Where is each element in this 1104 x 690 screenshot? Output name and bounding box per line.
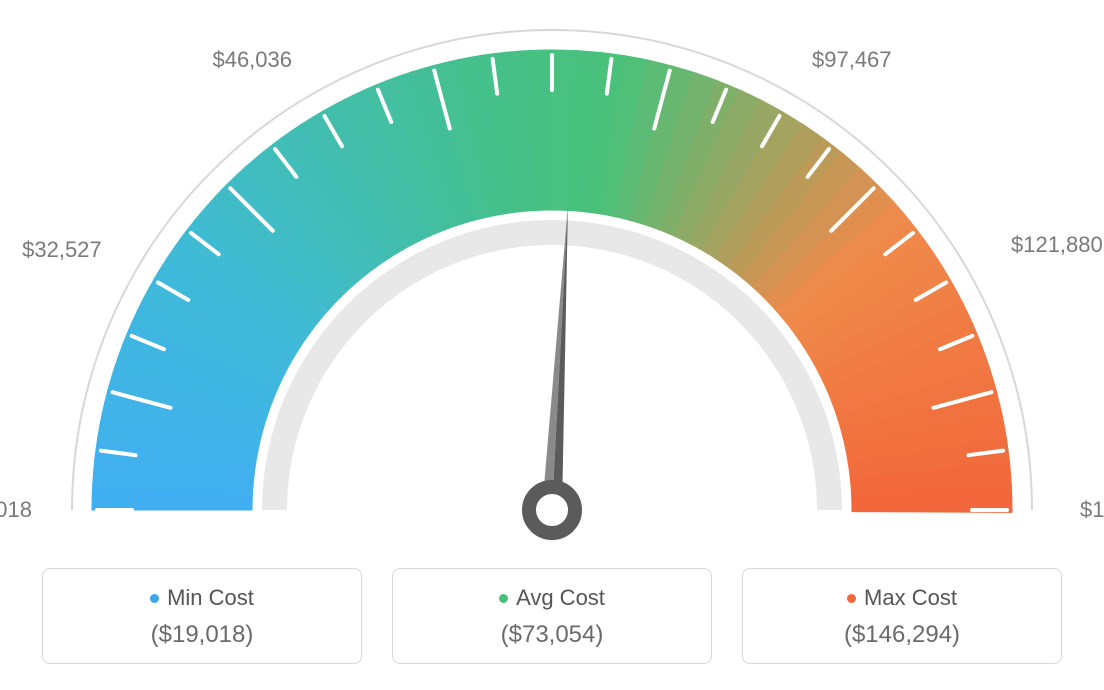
legend-title-min: Min Cost bbox=[167, 585, 254, 611]
gauge-scale-label: $32,527 bbox=[22, 237, 102, 263]
legend-card-avg: Avg Cost ($73,054) bbox=[392, 568, 712, 664]
gauge-scale-label: $146,294 bbox=[1080, 497, 1104, 523]
legend-card-max: Max Cost ($146,294) bbox=[742, 568, 1062, 664]
legend-value-min: ($19,018) bbox=[53, 621, 351, 649]
gauge-scale-label: $46,036 bbox=[212, 47, 292, 73]
gauge-svg bbox=[0, 0, 1104, 560]
legend-row: Min Cost ($19,018) Avg Cost ($73,054) Ma… bbox=[0, 568, 1104, 664]
legend-title-max: Max Cost bbox=[864, 585, 957, 611]
legend-dot-max bbox=[847, 594, 856, 603]
gauge-area: $19,018$32,527$46,036$73,054$97,467$121,… bbox=[0, 0, 1104, 560]
gauge-scale-label: $97,467 bbox=[812, 47, 892, 73]
legend-title-avg: Avg Cost bbox=[516, 585, 605, 611]
legend-dot-avg bbox=[499, 594, 508, 603]
gauge-scale-label: $19,018 bbox=[0, 497, 32, 523]
legend-value-avg: ($73,054) bbox=[403, 621, 701, 649]
gauge-scale-label: $121,880 bbox=[1011, 232, 1103, 258]
cost-gauge-container: $19,018$32,527$46,036$73,054$97,467$121,… bbox=[0, 0, 1104, 690]
legend-card-min: Min Cost ($19,018) bbox=[42, 568, 362, 664]
legend-dot-min bbox=[150, 594, 159, 603]
legend-value-max: ($146,294) bbox=[753, 621, 1051, 649]
